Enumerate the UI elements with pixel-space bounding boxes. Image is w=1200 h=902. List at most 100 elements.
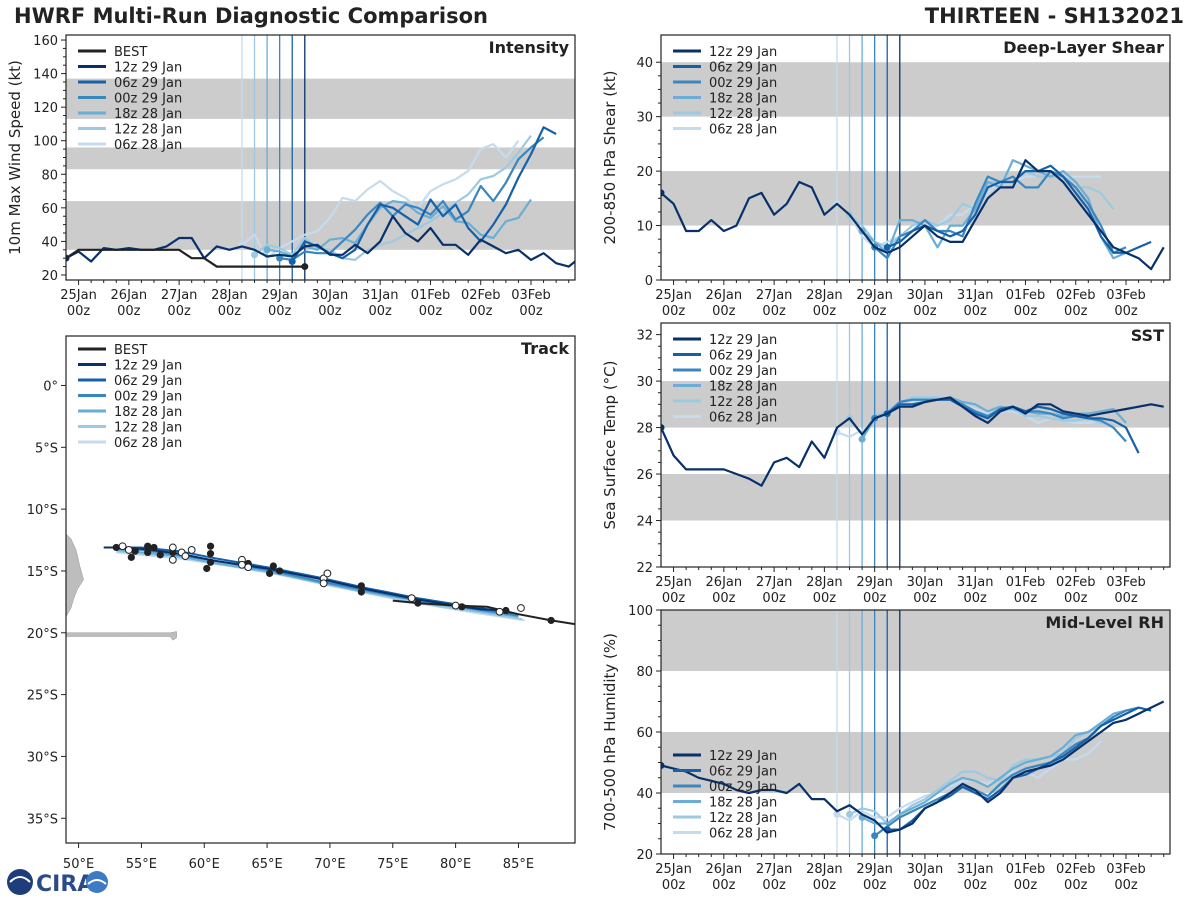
track-marker-open bbox=[517, 604, 525, 612]
intensity-legend-label: 12z 29 Jan bbox=[114, 61, 182, 76]
track-marker-filled bbox=[206, 550, 215, 558]
rh-xtick-day: 27Jan bbox=[756, 862, 793, 877]
sst-series-3 bbox=[861, 396, 1127, 440]
shear-legend-label: 12z 29 Jan bbox=[709, 45, 777, 60]
panel-intensity: 2040608010012014016025Jan00z26Jan00z27Ja… bbox=[6, 34, 576, 319]
track-frame bbox=[65, 335, 576, 844]
track-marker-filled bbox=[357, 582, 365, 590]
track-marker-open bbox=[323, 569, 332, 578]
intensity-series-0 bbox=[66, 215, 575, 268]
track-marker-open bbox=[238, 560, 246, 569]
track-marker-filled bbox=[414, 599, 422, 607]
rh-init-point-0 bbox=[661, 762, 665, 770]
rh-ytick-label: 80 bbox=[636, 665, 653, 680]
intensity-init-point-2 bbox=[276, 254, 284, 262]
sst-xtick-hour: 00z bbox=[964, 591, 988, 606]
track-series-2 bbox=[116, 547, 519, 617]
university-seal-icon bbox=[86, 871, 108, 893]
track-marker-open bbox=[168, 543, 177, 552]
intensity-xtick-day: 28Jan bbox=[211, 288, 248, 303]
shear-init-point-5 bbox=[833, 200, 841, 208]
track-marker-filled bbox=[458, 603, 466, 611]
shear-title: Deep-Layer Shear bbox=[1003, 38, 1164, 57]
intensity-legend-label: 00z 29 Jan bbox=[114, 92, 182, 107]
panel-sst: 22242628303225Jan00z26Jan00z27Jan00z28Ja… bbox=[601, 322, 1171, 606]
panel-rh: 2040608010025Jan00z26Jan00z27Jan00z28Jan… bbox=[601, 604, 1171, 893]
intensity-xtick-day: 30Jan bbox=[312, 288, 349, 303]
shear-xtick-day: 28Jan bbox=[806, 288, 843, 303]
track-marker-filled bbox=[127, 553, 135, 561]
shear-init-point-0 bbox=[661, 189, 665, 197]
track-xtick-label: 55°E bbox=[126, 857, 157, 872]
sst-xtick-hour: 00z bbox=[762, 591, 786, 606]
intensity-xtick-day: 02Feb bbox=[461, 288, 501, 303]
storm-id: THIRTEEN - SH132021 bbox=[924, 4, 1184, 28]
sst-init-point-3 bbox=[858, 435, 866, 443]
rh-init-point-4 bbox=[846, 810, 854, 818]
shear-xtick-hour: 00z bbox=[662, 304, 686, 319]
panel-shear: 01020304025Jan00z26Jan00z27Jan00z28Jan00… bbox=[601, 34, 1171, 319]
sst-series-5 bbox=[836, 398, 1102, 438]
rh-legend-label: 12z 29 Jan bbox=[709, 749, 777, 764]
rh-xtick-day: 28Jan bbox=[806, 862, 843, 877]
track-marker-open bbox=[168, 555, 177, 564]
rh-xtick-day: 25Jan bbox=[655, 862, 692, 877]
shear-init-point-4 bbox=[846, 211, 854, 219]
sst-series-2 bbox=[874, 398, 1127, 443]
madagascar-land bbox=[66, 533, 84, 617]
shear-init-point-2 bbox=[871, 243, 879, 251]
globe-icon bbox=[7, 869, 33, 895]
intensity-xtick-day: 29Jan bbox=[261, 288, 298, 303]
intensity-xtick-hour: 00z bbox=[519, 304, 543, 319]
sst-xtick-day: 25Jan bbox=[655, 575, 692, 590]
rh-xtick-hour: 00z bbox=[813, 878, 837, 893]
rh-xtick-hour: 00z bbox=[1064, 878, 1088, 893]
rh-band-0 bbox=[661, 732, 1170, 793]
track-legend-label: 06z 29 Jan bbox=[114, 374, 182, 389]
track-legend-label: 00z 29 Jan bbox=[114, 390, 182, 405]
intensity-xtick-hour: 00z bbox=[67, 304, 91, 319]
rh-ytick-label: 20 bbox=[636, 848, 653, 863]
sst-band-1 bbox=[661, 381, 1170, 428]
track-ytick-label: 30°S bbox=[27, 750, 58, 765]
intensity-best-line bbox=[66, 248, 305, 268]
track-xtick-label: 75°E bbox=[377, 857, 408, 872]
intensity-legend-label: 18z 28 Jan bbox=[114, 107, 182, 122]
sst-xtick-day: 02Feb bbox=[1056, 575, 1096, 590]
track-marker-filled bbox=[156, 551, 164, 559]
rh-init-point-3 bbox=[858, 813, 866, 821]
rh-init-point-1 bbox=[883, 826, 891, 834]
sst-xtick-hour: 00z bbox=[1064, 591, 1088, 606]
sst-xtick-hour: 00z bbox=[662, 591, 686, 606]
intensity-init-point-4 bbox=[251, 251, 259, 259]
track-best-line bbox=[392, 599, 575, 626]
track-plot-area bbox=[66, 533, 575, 641]
rh-series-3 bbox=[861, 709, 1127, 825]
sst-init-point-0 bbox=[661, 424, 665, 432]
shear-ytick-label: 0 bbox=[645, 274, 653, 289]
sst-ytick-label: 24 bbox=[636, 515, 653, 530]
shear-band-1 bbox=[661, 62, 1170, 117]
sst-series-1 bbox=[886, 398, 1140, 454]
sst-ytick-label: 26 bbox=[636, 468, 653, 483]
track-series-3 bbox=[116, 548, 519, 618]
sst-xtick-hour: 00z bbox=[813, 591, 837, 606]
shear-xtick-day: 01Feb bbox=[1006, 288, 1046, 303]
intensity-frame bbox=[65, 34, 576, 281]
sst-plot-area bbox=[661, 323, 1170, 567]
rh-series-5 bbox=[836, 740, 1102, 822]
track-ytick-label: 20°S bbox=[27, 627, 58, 642]
intensity-series-2 bbox=[279, 136, 545, 261]
track-marker-filled bbox=[244, 559, 252, 568]
track-series-4 bbox=[116, 550, 523, 621]
rh-xtick-day: 29Jan bbox=[856, 862, 893, 877]
intensity-init-point-0 bbox=[66, 254, 70, 262]
rh-xtick-hour: 00z bbox=[1114, 878, 1138, 893]
intensity-xtick-hour: 00z bbox=[167, 304, 191, 319]
sst-init-point-5 bbox=[833, 428, 841, 436]
shear-series-3 bbox=[861, 159, 1127, 260]
sst-series-0 bbox=[661, 396, 1164, 487]
